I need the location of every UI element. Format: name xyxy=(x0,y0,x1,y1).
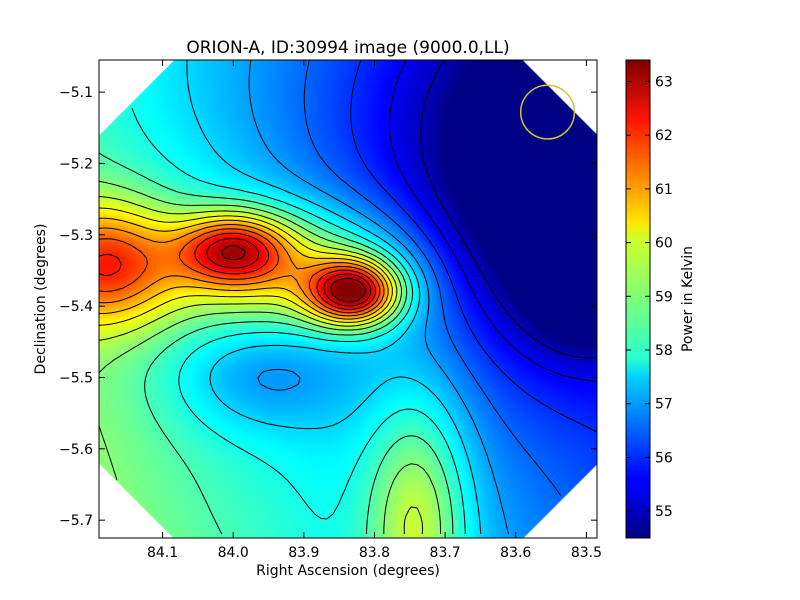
x-tick-label: 83.9 xyxy=(288,545,319,561)
y-axis: −5.1 −5.2 −5.3 −5.4 −5.5 −5.6 −5.7 xyxy=(59,85,597,529)
y-tick-label: −5.2 xyxy=(59,156,93,172)
x-tick-label: 84.0 xyxy=(218,545,249,561)
x-tick-label: 84.1 xyxy=(147,545,178,561)
x-tick-label: 83.6 xyxy=(500,545,531,561)
contour-level xyxy=(206,238,372,307)
y-tick-label: −5.4 xyxy=(59,299,93,315)
x-axis-label: Right Ascension (degrees) xyxy=(256,563,440,579)
beam-circle xyxy=(519,84,576,140)
contour-level xyxy=(98,232,376,310)
y-tick-label: −5.7 xyxy=(59,513,93,529)
chart-title: ORION-A, ID:30994 image (9000.0,LL) xyxy=(186,38,509,58)
contour-level xyxy=(98,224,385,317)
contour-level xyxy=(98,196,424,535)
contour-level xyxy=(248,59,509,535)
colorbar-tick-label: 60 xyxy=(655,236,673,252)
colorbar-tick-label: 58 xyxy=(655,343,673,359)
x-axis: 84.1 84.0 83.9 83.8 83.7 83.6 83.5 xyxy=(147,60,602,561)
contour-level xyxy=(186,59,482,535)
plot-area xyxy=(98,59,598,539)
colorbar: 55 56 57 58 59 60 61 62 63 Power in Kelvin xyxy=(625,59,696,539)
contour-level xyxy=(420,59,598,359)
plot-frame xyxy=(98,59,598,539)
colorbar-tick-label: 57 xyxy=(655,397,673,413)
x-tick-label: 83.8 xyxy=(359,545,390,561)
contour-level xyxy=(98,228,381,314)
contour-level xyxy=(350,59,598,433)
colorbar-ticks: 55 56 57 58 59 60 61 62 63 xyxy=(626,74,673,520)
y-tick-label: −5.6 xyxy=(59,442,93,458)
contour-level xyxy=(389,59,598,382)
contour-level xyxy=(98,180,441,535)
contour-level xyxy=(303,59,562,497)
colorbar-tick-label: 62 xyxy=(655,128,673,144)
contour-level xyxy=(98,207,393,326)
colorbar-tick-label: 59 xyxy=(655,289,673,305)
colorbar-tick-label: 56 xyxy=(655,450,673,466)
contour-level xyxy=(220,245,366,303)
colorbar-tick-label: 63 xyxy=(655,74,673,90)
contour-level xyxy=(98,152,454,535)
colorbar-tick-label: 61 xyxy=(655,182,673,198)
x-tick-label: 83.5 xyxy=(571,545,602,561)
contour-level xyxy=(131,107,466,535)
colorbar-gradient xyxy=(625,59,651,539)
y-tick-label: −5.1 xyxy=(59,85,93,101)
y-tick-label: −5.3 xyxy=(59,228,93,244)
colorbar-label: Power in Kelvin xyxy=(680,246,696,352)
x-tick-label: 83.7 xyxy=(430,545,461,561)
contour-lines xyxy=(98,59,598,535)
y-tick-label: −5.5 xyxy=(59,370,93,386)
colorbar-tick-label: 55 xyxy=(655,504,673,520)
contour-level xyxy=(98,217,389,320)
y-axis-label: Declination (degrees) xyxy=(33,224,49,375)
